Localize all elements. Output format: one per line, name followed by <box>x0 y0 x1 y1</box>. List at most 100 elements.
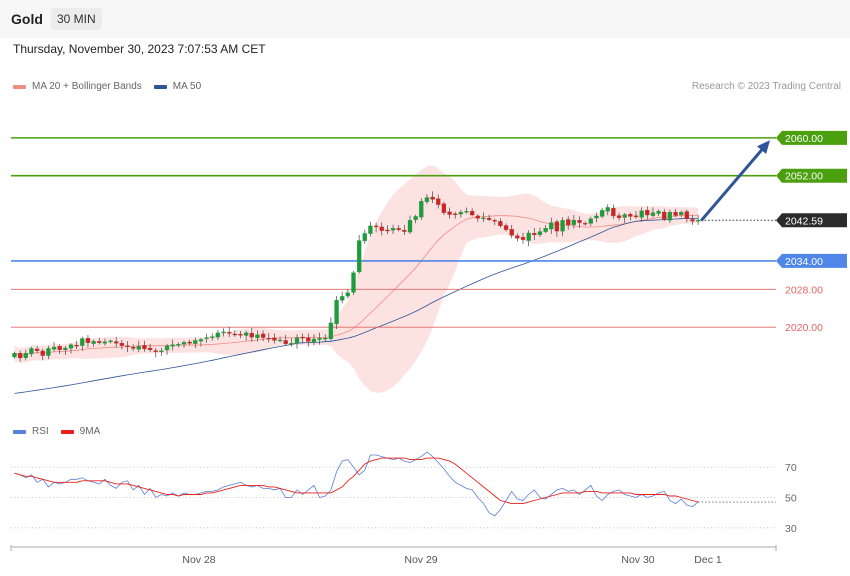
candle-body <box>662 211 667 220</box>
candle-body <box>130 347 136 349</box>
candle-body <box>23 353 28 358</box>
candle-body <box>323 337 328 340</box>
candle-body <box>588 218 593 224</box>
candle-body <box>667 212 673 221</box>
candle-body <box>520 237 526 240</box>
rsi-line <box>14 451 699 517</box>
timeframe-button[interactable]: 30 MIN <box>51 8 102 30</box>
candle-body <box>68 344 74 349</box>
candle-body <box>266 337 271 340</box>
candle-body <box>317 337 322 340</box>
candle-body <box>12 353 17 358</box>
candle-body <box>340 296 345 301</box>
candle-body <box>306 337 311 342</box>
candle-body <box>119 343 124 346</box>
legend-swatch-bollinger <box>13 84 26 89</box>
current-price-label: 2042.59 <box>785 215 823 227</box>
candle-body <box>277 339 283 342</box>
candle-body <box>356 240 362 273</box>
candle-body <box>147 347 153 351</box>
candle-body <box>492 220 497 222</box>
candle-body <box>114 341 119 344</box>
candle-body <box>17 353 23 359</box>
candle-body <box>373 225 379 228</box>
candle-body <box>57 346 62 351</box>
candle-body <box>63 347 68 350</box>
level-label-1: 2052.00 <box>785 171 823 183</box>
candle-body <box>362 233 367 242</box>
candle-body <box>696 220 701 222</box>
main-legend: MA 20 + Bollinger Bands MA 50 <box>13 81 213 92</box>
candle-body <box>509 229 514 236</box>
candle-body <box>628 214 633 217</box>
legend-label-bollinger: MA 20 + Bollinger Bands <box>32 81 142 92</box>
candle-body <box>599 210 605 217</box>
legend-swatch-rsi <box>13 429 26 434</box>
candle-body <box>486 217 492 220</box>
candle-body <box>436 198 441 205</box>
candle-body <box>447 211 452 215</box>
candle-body <box>543 228 548 232</box>
candle-body <box>181 342 187 345</box>
legend-label-9ma: 9MA <box>79 426 101 437</box>
candle-body <box>441 203 447 213</box>
chart-datetime: Thursday, November 30, 2023 7:07:53 AM C… <box>13 42 266 56</box>
x-tick-label-1: Nov 29 <box>404 554 437 566</box>
legend-item-ma50: MA 50 <box>153 81 202 92</box>
rsi-9ma-line <box>14 457 699 505</box>
candle-body <box>690 219 695 222</box>
candle-body <box>108 340 113 343</box>
candle-body <box>464 211 469 213</box>
candle-body <box>560 220 565 232</box>
candle-body <box>102 341 108 344</box>
x-tick-label-2: Nov 30 <box>621 554 654 566</box>
candle-body <box>656 211 661 214</box>
candle-body <box>498 221 503 227</box>
candle-body <box>215 332 221 338</box>
candle-body <box>164 345 170 351</box>
level-label-3: 2028.00 <box>785 284 823 296</box>
legend-label-rsi: RSI <box>32 426 49 437</box>
candle-body <box>193 340 198 344</box>
candle-body <box>407 220 413 233</box>
level-label-0: 2060.00 <box>785 133 823 145</box>
candle-body <box>503 225 509 230</box>
candle-body <box>227 332 232 334</box>
candles <box>12 191 701 362</box>
candle-body <box>294 337 300 344</box>
candle-body <box>243 332 249 336</box>
candle-body <box>334 300 339 324</box>
rsi-tick-label-1: 50 <box>785 493 797 505</box>
candle-body <box>136 345 141 350</box>
candle-body <box>532 233 537 236</box>
current-price-badge <box>776 213 847 228</box>
legend-label-ma50: MA 50 <box>172 81 202 92</box>
candle-body <box>328 322 334 339</box>
legend-swatch-ma50 <box>153 84 167 89</box>
candle-body <box>40 350 45 356</box>
instrument-title: Gold <box>11 11 43 27</box>
candle-body <box>379 226 384 231</box>
candle-body <box>142 345 147 350</box>
candle-body <box>238 334 243 336</box>
rsi-legend: RSI 9MA <box>13 426 112 437</box>
candle-body <box>198 339 204 342</box>
candle-body <box>566 219 571 226</box>
candle-body <box>125 345 130 347</box>
candle-body <box>390 228 396 231</box>
candle-body <box>29 348 34 355</box>
candle-body <box>385 229 390 232</box>
candle-body <box>311 338 317 343</box>
candle-body <box>673 211 678 216</box>
candle-body <box>515 235 520 239</box>
candle-body <box>85 338 91 343</box>
candle-body <box>622 214 627 218</box>
level-badge-0 <box>776 130 847 145</box>
candle-body <box>458 212 464 215</box>
candle-body <box>645 209 650 216</box>
rsi-tick-label-0: 70 <box>785 462 797 474</box>
candle-body <box>46 348 51 356</box>
candle-body <box>616 215 622 218</box>
candle-body <box>419 201 424 218</box>
